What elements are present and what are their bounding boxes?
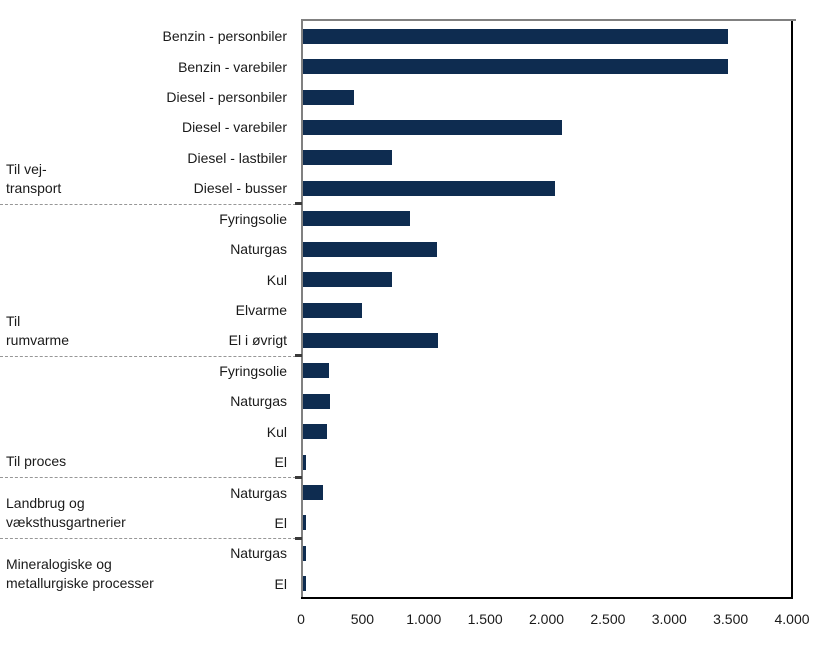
group-separator [0,477,301,479]
plot-border-left [301,19,303,599]
category-label: Diesel - varebiler [181,119,287,136]
category-label: El [274,575,287,592]
group-label-line: Mineralogiske og [6,556,112,572]
bar [303,454,306,470]
x-axis-tick-label: 1.000 [406,611,442,627]
bar [303,241,438,257]
bar [303,59,729,75]
group-label-line: Til vej- [6,160,47,177]
plot-border-right [791,21,793,599]
category-label: Diesel - lastbiler [187,149,287,166]
category-label: Benzin - varebiler [178,58,287,75]
category-label: Naturgas [230,545,287,562]
y-axis-tick [295,354,302,358]
category-label: Naturgas [230,393,287,410]
category-label: Kul [266,423,287,440]
category-label: El [274,454,287,471]
group-label-line: Til proces [6,453,67,470]
y-axis-tick [295,536,302,540]
bar [303,150,392,166]
bar [303,545,306,561]
bar [303,485,324,501]
group-label-line: rumvarme [6,331,70,348]
bar [303,89,354,105]
bar [303,28,729,44]
bar [303,180,556,196]
bar [303,332,439,348]
bar [303,211,411,227]
category-label: Diesel - busser [193,180,287,197]
group-label-line: transport [6,179,62,196]
category-label: Benzin - personbiler [162,28,287,45]
group-label: Til rumvarme [6,312,69,350]
x-axis-tick-label: 2.500 [590,611,626,627]
group-label-line: Til [6,312,21,329]
group-separator [0,355,301,357]
bar [303,272,392,288]
group-label: Til vej-transport [6,160,61,198]
category-label: Naturgas [230,484,287,501]
category-label: El i øvrigt [228,332,287,349]
category-label: El [274,514,287,531]
group-label: Landbrug og væksthusgartnerier [6,494,126,532]
group-label: Mineralogiske og metallurgiske processer [6,555,154,593]
category-label: Naturgas [230,241,287,258]
bar [303,393,331,409]
x-axis-tick-label: 500 [350,611,375,627]
bar [303,302,363,318]
x-axis-tick-label: 4.000 [774,611,810,627]
x-axis-tick-label: 3.500 [713,611,749,627]
bar [303,576,306,592]
group-label-line: metallurgiske processer [6,575,154,591]
bar [303,424,327,440]
bar [303,119,563,135]
plot-border-top [301,19,796,21]
group-label: Til proces [6,452,66,471]
category-label: Elvarme [235,301,287,318]
category-label: Fyringsolie [219,362,287,379]
group-separator [0,203,301,205]
y-axis-tick [295,475,302,479]
group-label-line: væksthusgartnerier [6,514,126,531]
group-separator [0,538,301,540]
x-axis-tick-label: 1.500 [467,611,503,627]
bar [303,363,330,379]
x-axis-tick-label: 2.000 [528,611,565,627]
category-label: Fyringsolie [219,210,287,227]
x-axis-tick-label: 3.000 [651,611,687,627]
y-axis-tick [295,202,302,206]
category-label: Diesel - personbiler [166,89,287,106]
group-label-line: Landbrug og [6,495,85,512]
plot-border-bottom [301,597,793,599]
x-axis-tick-label: 0 [297,611,305,627]
bar [303,515,306,531]
category-label: Kul [266,271,287,288]
